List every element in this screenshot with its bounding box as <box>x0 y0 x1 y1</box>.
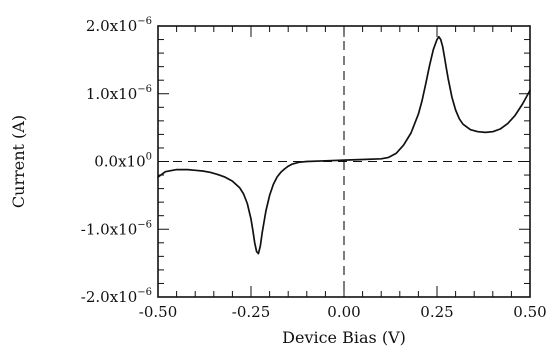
y-tick-label: -2.0x10−6 <box>81 287 152 306</box>
x-tick-labels: -0.50 -0.25 0.00 0.25 0.50 <box>139 303 547 321</box>
y-tick-mantissa: 2.0x10 <box>86 17 137 35</box>
y-tick-mantissa: 0.0x10 <box>94 153 145 171</box>
y-tick-mantissa: -2.0x10 <box>81 288 137 306</box>
x-tick-label: 0.50 <box>513 303 546 321</box>
y-tick-mantissa: 1.0x10 <box>86 85 137 103</box>
y-tick-label: 0.0x100 <box>94 152 152 171</box>
y-tick-exponent: −6 <box>137 219 152 230</box>
y-tick-exponent: 0 <box>146 152 152 163</box>
y-tick-exponent: −6 <box>137 287 152 298</box>
x-tick-label: 0.25 <box>420 303 453 321</box>
x-axis-title: Device Bias (V) <box>282 328 406 347</box>
x-tick-label: -0.25 <box>232 303 270 321</box>
y-tick-label: 2.0x10−6 <box>86 16 152 35</box>
x-tick-label: -0.50 <box>139 303 177 321</box>
y-tick-exponent: −6 <box>137 84 152 95</box>
y-tick-label: 1.0x10−6 <box>86 84 152 103</box>
x-tick-label: 0.00 <box>327 303 360 321</box>
y-tick-labels: 2.0x10−61.0x10−60.0x100-1.0x10−6-2.0x10−… <box>81 16 152 306</box>
y-tick-exponent: −6 <box>137 16 152 27</box>
series-line <box>157 35 531 255</box>
y-tick-label: -1.0x10−6 <box>81 219 152 238</box>
y-tick-mantissa: -1.0x10 <box>81 220 137 238</box>
plot-frame <box>157 25 531 298</box>
y-tick-marks <box>158 25 530 298</box>
y-axis-title: Current (A) <box>9 115 28 208</box>
